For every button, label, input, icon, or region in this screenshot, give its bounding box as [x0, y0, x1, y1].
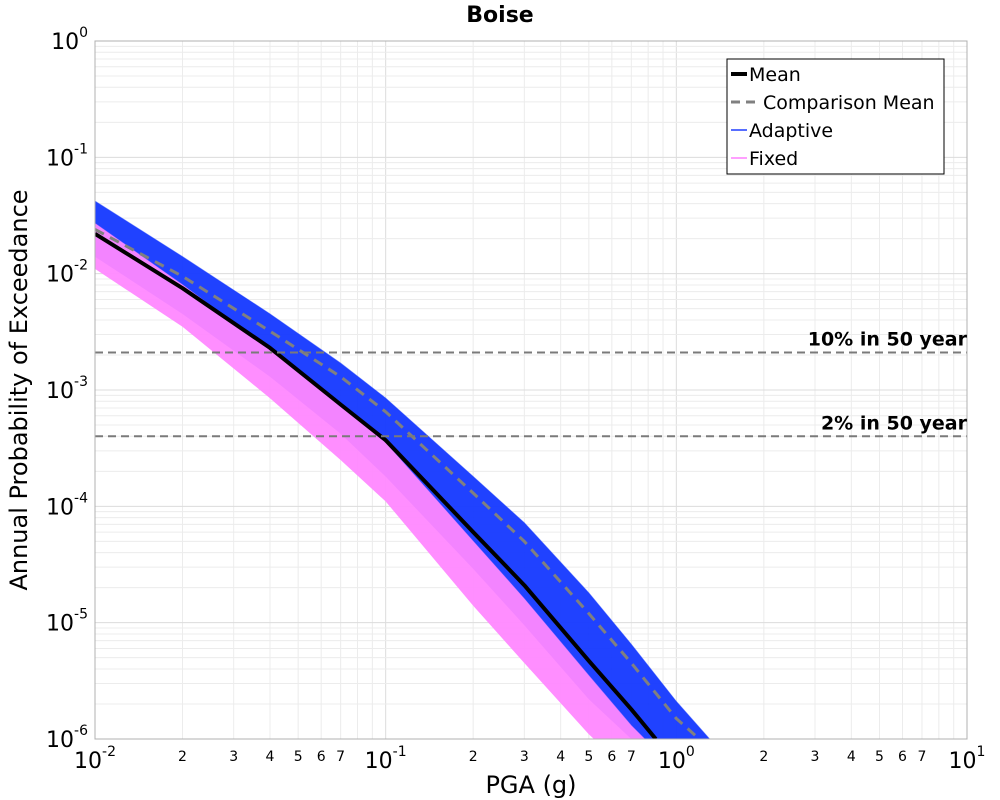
x-minor-tick-label: 2: [178, 749, 187, 765]
legend: Mean Comparison Mean Adaptive Fixed: [726, 58, 945, 175]
x-tick-label: 10-2: [74, 744, 116, 774]
y-tick-exponent: -2: [74, 258, 88, 274]
y-tick-label: 10-1: [46, 141, 88, 171]
x-minor-tick-label: 7: [627, 749, 636, 765]
x-minor-tick-label: 2: [759, 749, 768, 765]
y-tick-base: 10: [46, 146, 74, 171]
y-tick-base: 10: [46, 263, 74, 288]
y-tick-label: 10-2: [46, 258, 88, 288]
x-minor-tick-label: 6: [317, 749, 326, 765]
y-tick-label: 10-4: [46, 490, 88, 520]
y-tick-base: 10: [46, 379, 74, 404]
y-tick-exponent: -6: [74, 723, 88, 739]
y-tick-base: 10: [46, 612, 74, 637]
x-minor-tick-label: 7: [918, 749, 927, 765]
reference-line-label: 2% in 50 year: [821, 412, 968, 434]
x-minor-tick-label: 7: [336, 749, 345, 765]
legend-label: Fixed: [749, 148, 798, 170]
x-tick-exponent: -2: [102, 744, 116, 760]
x-axis-label: PGA (g): [485, 771, 576, 799]
x-tick-base: 10: [365, 749, 393, 774]
x-minor-tick-label: 6: [898, 749, 907, 765]
y-tick-exponent: -3: [74, 374, 88, 390]
x-minor-tick-label: 3: [520, 749, 529, 765]
y-tick-label: 10-5: [46, 607, 88, 637]
x-tick-base: 10: [74, 749, 102, 774]
series-line-mean: [95, 232, 658, 739]
y-tick-base: 10: [46, 495, 74, 520]
y-tick-base: 10: [51, 30, 79, 55]
y-tick-label: 100: [51, 25, 88, 55]
x-minor-tick-label: 4: [266, 749, 275, 765]
y-tick-label: 10-6: [46, 723, 88, 753]
x-tick-exponent: 0: [686, 744, 695, 760]
reference-line-label: 10% in 50 year: [808, 329, 968, 351]
x-minor-tick-label: 4: [847, 749, 856, 765]
y-tick-exponent: -5: [74, 607, 88, 623]
x-minor-tick-label: 5: [584, 749, 593, 765]
x-tick-exponent: -1: [393, 744, 407, 760]
chart-title: Boise: [466, 3, 533, 28]
y-tick-exponent: 0: [79, 25, 88, 41]
plot-area: [95, 200, 967, 739]
legend-label: Comparison Mean: [763, 92, 935, 114]
x-tick-exponent: 1: [977, 744, 986, 760]
x-minor-tick-label: 6: [607, 749, 616, 765]
y-tick-exponent: -1: [74, 141, 88, 157]
x-tick-label: 100: [658, 744, 695, 774]
legend-label: Mean: [749, 64, 801, 86]
y-tick-base: 10: [46, 728, 74, 753]
plot-frame: [94, 40, 968, 740]
x-minor-tick-label: 3: [811, 749, 820, 765]
x-minor-tick-label: 4: [556, 749, 565, 765]
x-minor-tick-label: 3: [229, 749, 238, 765]
series-line-comparison-mean: [95, 228, 701, 739]
x-minor-tick-label: 5: [294, 749, 303, 765]
y-axis-label: Annual Probability of Exceedance: [5, 189, 33, 590]
series-band-edge-adaptive: [95, 200, 710, 739]
legend-label: Adaptive: [749, 120, 833, 142]
x-tick-base: 10: [949, 749, 977, 774]
y-tick-exponent: -4: [74, 490, 88, 506]
x-tick-label: 101: [949, 744, 986, 774]
x-minor-tick-label: 2: [469, 749, 478, 765]
x-tick-base: 10: [658, 749, 686, 774]
legend-box: [726, 58, 945, 175]
x-minor-tick-label: 5: [875, 749, 884, 765]
x-tick-label: 10-1: [365, 744, 407, 774]
y-tick-label: 10-3: [46, 374, 88, 404]
